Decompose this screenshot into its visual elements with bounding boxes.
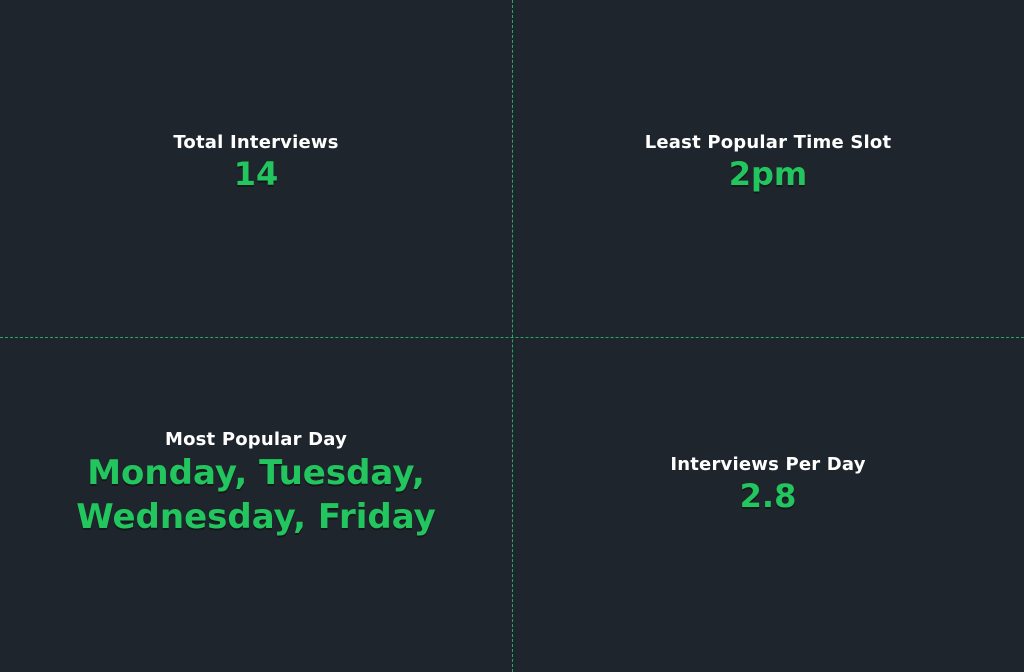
stat-card-interviews-per-day: Interviews Per Day 2.8 (512, 337, 1024, 672)
stat-label-interviews-per-day: Interviews Per Day (670, 453, 866, 475)
stat-label-total-interviews: Total Interviews (173, 131, 339, 153)
stat-card-most-popular-day: Most Popular Day Monday, Tuesday, Wednes… (0, 337, 512, 672)
stat-card-least-popular-time-slot: Least Popular Time Slot 2pm (512, 0, 1024, 337)
stat-card-total-interviews: Total Interviews 14 (0, 0, 512, 337)
stat-value-total-interviews: 14 (233, 154, 279, 193)
stat-value-most-popular-day: Monday, Tuesday, Wednesday, Friday (76, 452, 436, 537)
stat-label-least-popular-time-slot: Least Popular Time Slot (644, 131, 892, 153)
stat-label-most-popular-day: Most Popular Day (164, 428, 348, 450)
horizontal-divider (0, 337, 1024, 338)
stat-value-least-popular-time-slot: 2pm (728, 154, 808, 193)
stat-value-interviews-per-day: 2.8 (739, 476, 797, 515)
vertical-divider (512, 0, 513, 672)
